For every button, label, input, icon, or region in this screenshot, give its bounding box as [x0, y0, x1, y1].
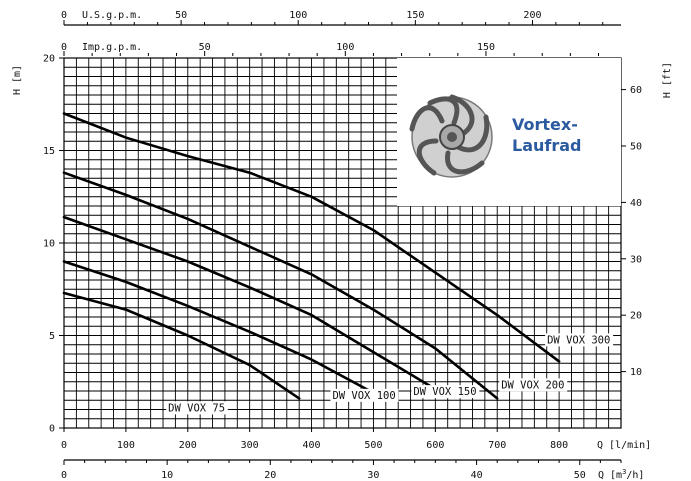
y-axis-title-left: H [m]: [12, 65, 23, 95]
grid: [63, 57, 622, 429]
y-tick-label-right: 40: [630, 198, 642, 209]
x-tick-label-lpm: 200: [179, 440, 197, 451]
x-tick-label-impgpm: 150: [477, 42, 495, 53]
x-tick-label-usgpm: 200: [523, 10, 541, 21]
x-axis-title-m3h: Q [m3/h]: [598, 468, 644, 481]
series-label-background: [330, 388, 399, 402]
x-tick-label-lpm: 500: [364, 440, 382, 451]
series-line: [62, 260, 375, 395]
pump-curves: [62, 112, 561, 400]
x-tick-label-m3h: 30: [367, 470, 379, 481]
y-tick-label-right: 10: [630, 367, 642, 378]
y-tick-label-right: 60: [630, 85, 642, 96]
y-tick-label-right: 50: [630, 141, 642, 152]
y-tick-label-left: 20: [43, 54, 55, 65]
x-tick-label-m3h: 40: [471, 470, 483, 481]
x-tick-label-lpm: 800: [550, 440, 568, 451]
series-label-background: [166, 401, 228, 415]
series-label: DW VOX 200: [501, 379, 564, 391]
x-axis-title-lpm: Q [l/min]: [597, 440, 651, 451]
x-tick-label-m3h: 20: [264, 470, 276, 481]
inset-label-line1: Vortex-: [512, 115, 578, 134]
x-tick-label-usgpm: 0: [61, 10, 67, 21]
series-line: [62, 291, 301, 400]
x-tick-label-lpm: 100: [117, 440, 135, 451]
x-axis-title-usgpm: U.S.g.p.m.: [82, 10, 142, 21]
impeller-inset: Vortex- Laufrad: [397, 58, 621, 206]
x-axis-title-impgpm: Imp.g.p.m.: [82, 42, 142, 53]
x-tick-label-lpm: 700: [488, 440, 506, 451]
x-tick-label-usgpm: 150: [406, 10, 424, 21]
series-label: DW VOX 150: [413, 386, 476, 398]
series-label-background: [499, 378, 568, 392]
series-line: [62, 112, 561, 363]
series-label-background: [545, 333, 614, 347]
x-tick-label-lpm: 0: [61, 440, 67, 451]
series-labels: DW VOX 75 DW VOX 100 DW VOX 150 DW VOX 200 D…: [166, 333, 614, 415]
x-tick-label-m3h: 0: [61, 470, 67, 481]
x-tick-label-impgpm: 50: [199, 42, 211, 53]
x-tick-label-impgpm: 0: [61, 42, 67, 53]
y-tick-label-left: 15: [43, 146, 55, 157]
y-tick-label-right: 20: [630, 311, 642, 322]
series-line: [62, 215, 437, 391]
vortex-impeller-icon: [409, 94, 493, 178]
x-tick-label-lpm: 300: [241, 440, 259, 451]
y-tick-label-left: 0: [49, 424, 55, 435]
series-label: DW VOX 100: [332, 390, 395, 402]
x-tick-label-usgpm: 100: [289, 10, 307, 21]
inset-label-line2: Laufrad: [512, 136, 581, 155]
y-axis-title-right: H [ft]: [662, 62, 673, 98]
series-label: DW VOX 75: [168, 402, 225, 414]
x-tick-label-impgpm: 100: [336, 42, 354, 53]
x-tick-label-m3h: 50: [574, 470, 586, 481]
series-label: DW VOX 300: [547, 334, 610, 346]
series-line: [62, 171, 499, 400]
x-tick-label-m3h: 10: [161, 470, 173, 481]
y-tick-label-left: 5: [49, 331, 55, 342]
x-tick-label-lpm: 600: [426, 440, 444, 451]
y-tick-label-left: 10: [43, 239, 55, 250]
y-tick-label-right: 30: [630, 254, 642, 265]
x-tick-label-lpm: 400: [303, 440, 321, 451]
x-tick-label-usgpm: 50: [175, 10, 187, 21]
series-label-background: [411, 385, 480, 399]
